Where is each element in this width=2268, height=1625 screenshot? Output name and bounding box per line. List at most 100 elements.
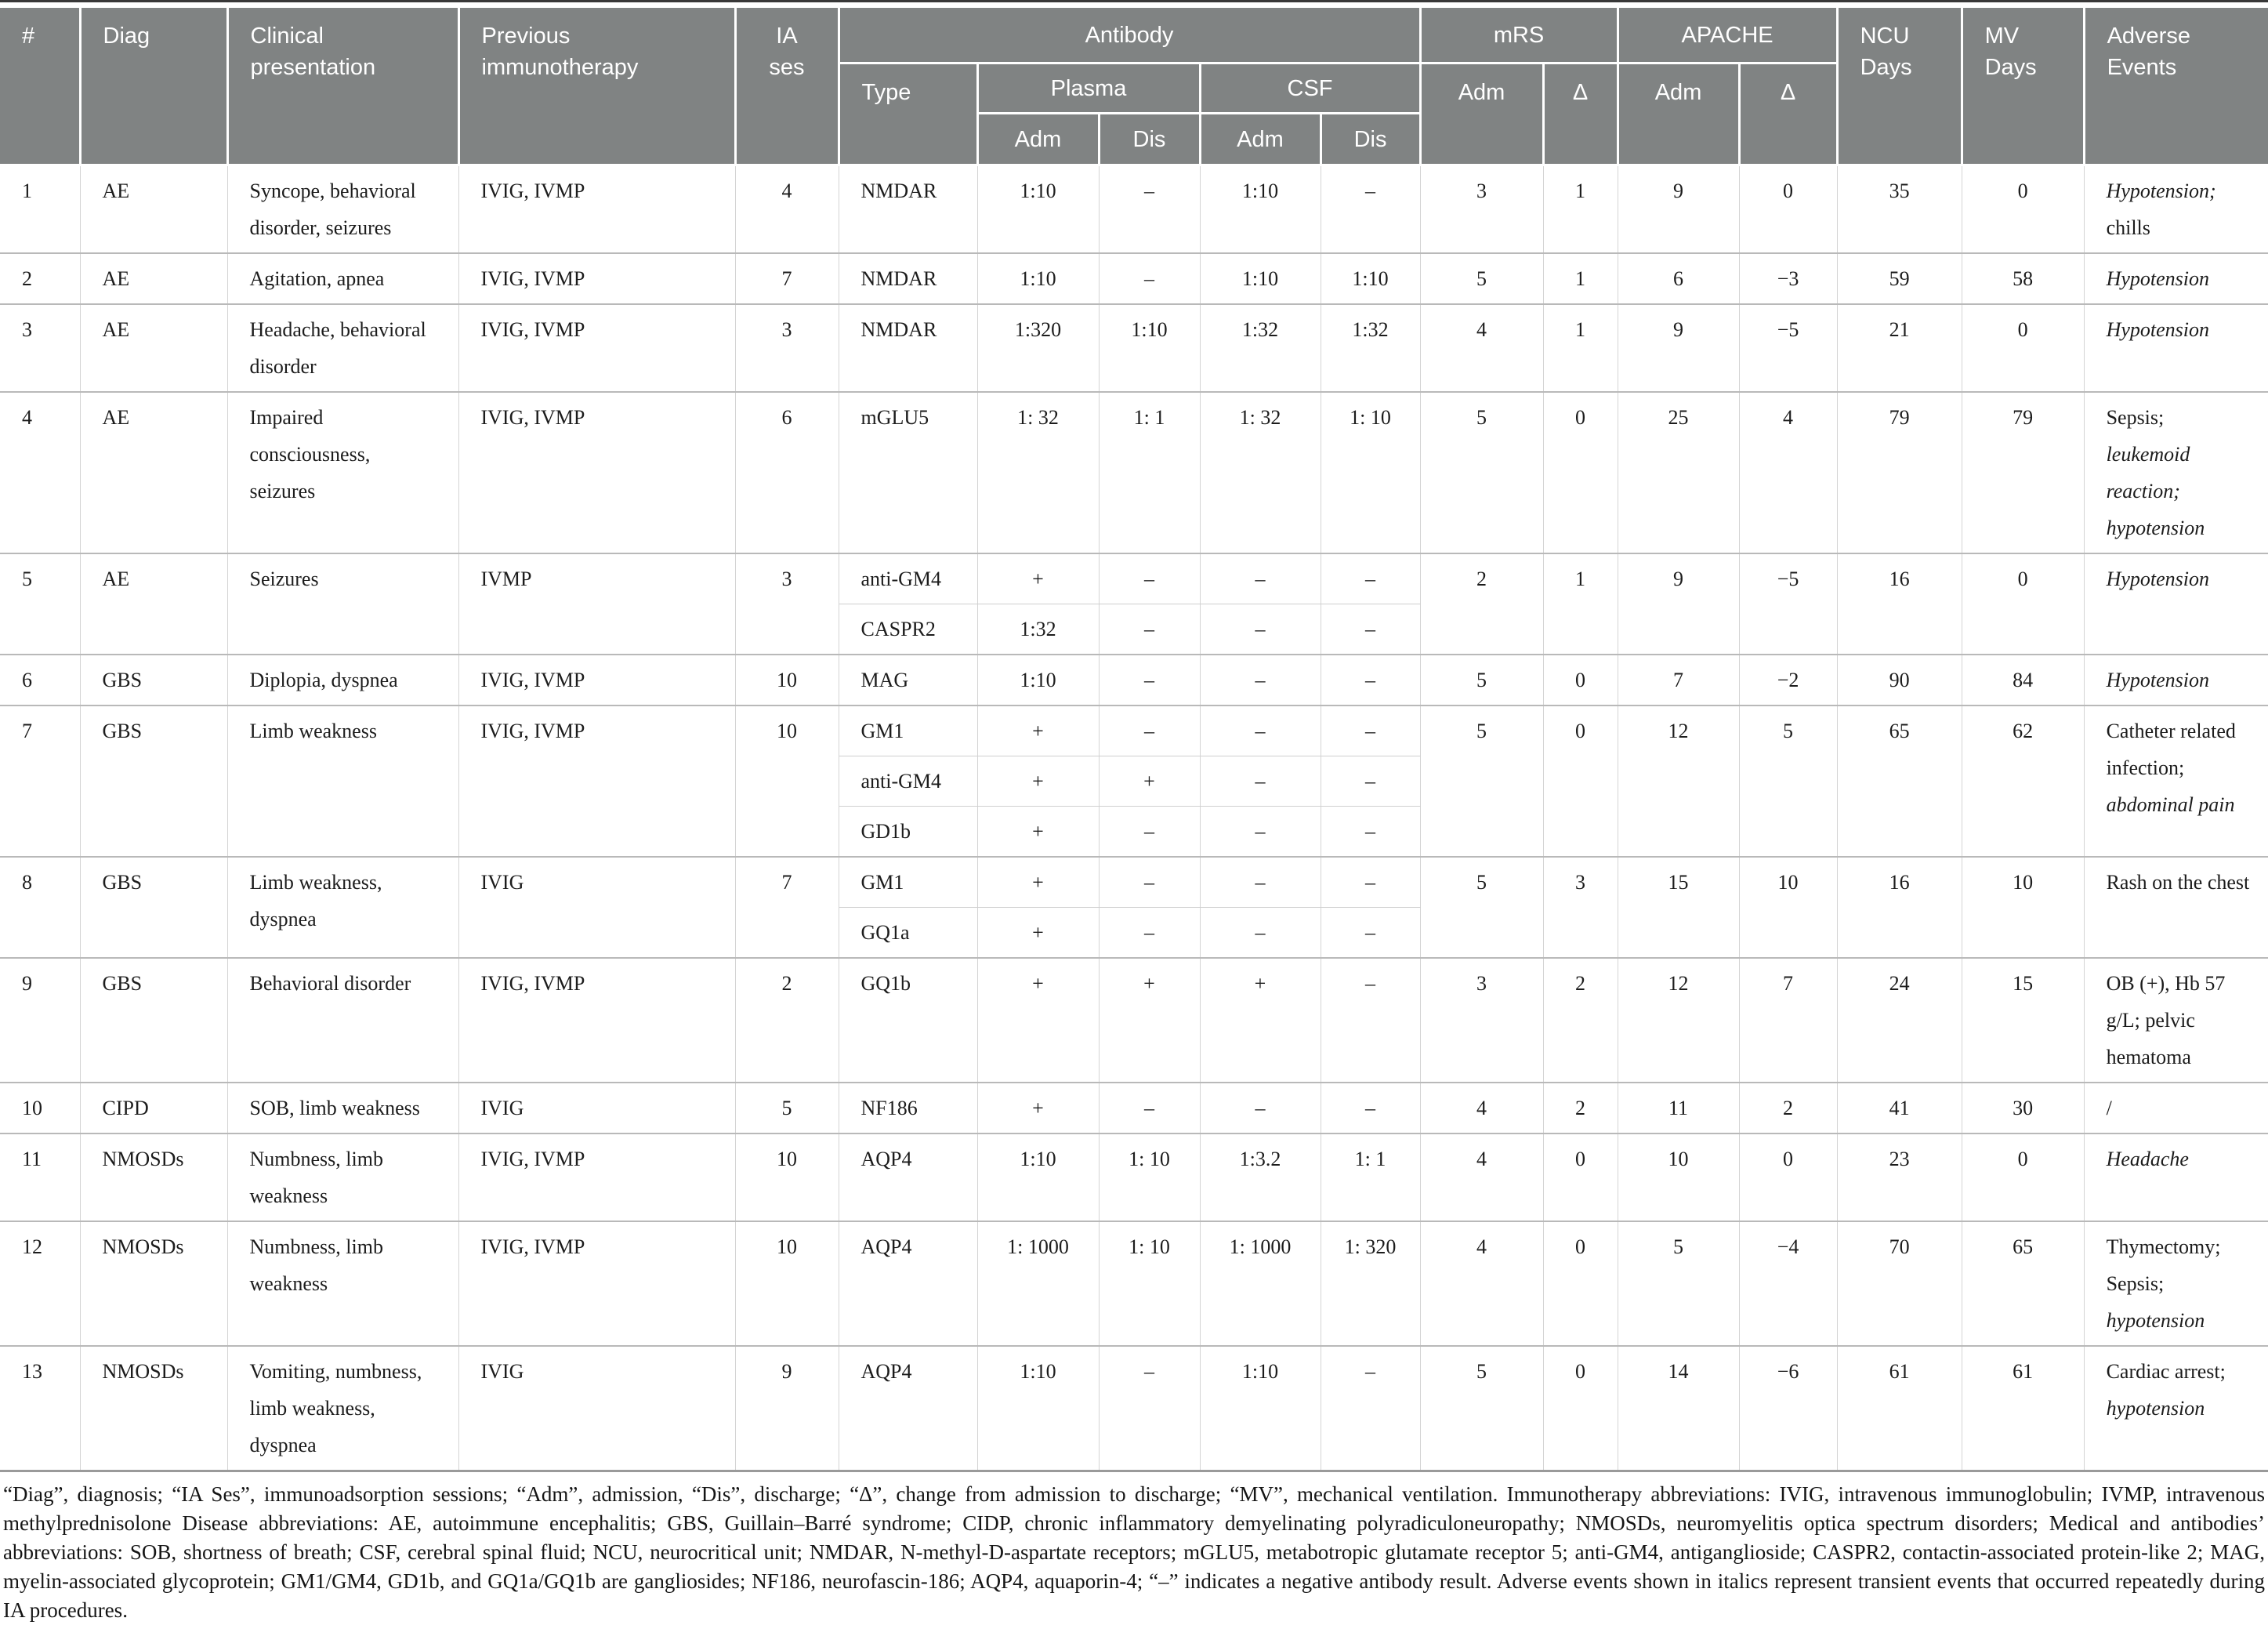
cell-antibody-type: AQP4 — [839, 1134, 978, 1222]
cell-mv-days: 10 — [1962, 857, 2085, 959]
cell-plasma-dis: – — [1099, 1346, 1201, 1472]
cell-diag: CIPD — [80, 1083, 228, 1134]
cell-plasma-dis: – — [1099, 1083, 1201, 1134]
cell-adverse-events: Sepsis; leukemoid reaction; hypotension — [2084, 392, 2268, 554]
cell-mrs-adm: 3 — [1420, 165, 1544, 254]
cell-clinical-presentation: Seizures — [227, 553, 459, 655]
cell-clinical-presentation: Limb weakness, dyspnea — [227, 857, 459, 959]
header-mrs-adm: Adm — [1418, 62, 1545, 166]
patient-row: 3 AE Headache, behavioral disorder IVIG, IV… — [0, 304, 2268, 393]
patient-row: 7 GBS Limb weakness IVIG, IVMP 10 GM1 + – – –5 0 12… — [0, 705, 2268, 858]
cell-plasma-adm: + — [977, 1083, 1100, 1134]
cell-apache-delta: 0 — [1739, 165, 1838, 254]
cell-adverse-events: Catheter related infection; abdominal pai… — [2084, 705, 2268, 858]
cell-antibody-type: NMDAR — [839, 253, 978, 305]
cell-previous-immunotherapy: IVIG, IVMP — [458, 1221, 736, 1347]
cell-csf-dis: – — [1321, 1083, 1421, 1134]
cell-apache-delta: 4 — [1739, 392, 1838, 554]
cell-ia-sessions: 10 — [735, 705, 839, 858]
header-plasma-adm: Adm — [976, 112, 1100, 166]
table-header: # Diag Clinical presentation Previous im… — [0, 5, 2268, 166]
cell-csf-adm: – — [1200, 857, 1321, 908]
adverse-segment: Cardiac arrest; — [2106, 1360, 2226, 1383]
cell-apache-adm: 15 — [1618, 857, 1740, 959]
cell-plasma-dis: – — [1099, 253, 1201, 305]
cell-apache-delta: −6 — [1739, 1346, 1838, 1472]
cell-ia-sessions: 3 — [735, 304, 839, 393]
cell-antibody-type: AQP4 — [839, 1346, 978, 1472]
adverse-segment: OB (+), Hb 57 g/L; pelvic hematoma — [2106, 972, 2226, 1068]
cell-mrs-delta: 1 — [1543, 165, 1618, 254]
cell-csf-adm: – — [1200, 1083, 1321, 1134]
antibody-subrow: GD1b + – – – — [0, 806, 2268, 858]
patient-table: # Diag Clinical presentation Previous im… — [0, 5, 2268, 1472]
cell-csf-adm: – — [1200, 604, 1321, 655]
cell-antibody-type: CASPR2 — [839, 604, 978, 655]
cell-num: 9 — [0, 958, 81, 1083]
cell-ncu-days: 65 — [1837, 705, 1962, 858]
cell-csf-adm: 1:3.2 — [1200, 1134, 1321, 1222]
cell-plasma-adm: 1:10 — [977, 655, 1100, 706]
cell-mrs-delta: 0 — [1543, 655, 1618, 706]
cell-csf-adm: 1:10 — [1200, 1346, 1321, 1472]
cell-apache-adm: 9 — [1618, 165, 1740, 254]
cell-ncu-days: 90 — [1837, 655, 1962, 706]
patient-row: 6 GBS Diplopia, dyspnea IVIG, IVMP 10 MAG 1:10… — [0, 655, 2268, 706]
cell-plasma-adm: 1: 32 — [977, 392, 1100, 554]
cell-clinical-presentation: Diplopia, dyspnea — [227, 655, 459, 706]
cell-mv-days: 15 — [1962, 958, 2085, 1083]
cell-diag: NMOSDs — [80, 1221, 228, 1347]
cell-plasma-adm: 1:10 — [977, 1346, 1100, 1472]
cell-num: 6 — [0, 655, 81, 706]
patient-row: 4 AE Impaired consciousness, seizures IVIG,… — [0, 392, 2268, 554]
header-apache-adm: Adm — [1616, 62, 1741, 166]
header-adverse-events: Adverse Events — [2082, 5, 2268, 166]
cell-mrs-adm: 5 — [1420, 253, 1544, 305]
cell-plasma-adm: 1:32 — [977, 604, 1100, 655]
cell-ia-sessions: 10 — [735, 1221, 839, 1347]
cell-csf-dis: – — [1321, 756, 1421, 807]
cell-mrs-delta: 1 — [1543, 304, 1618, 393]
cell-clinical-presentation: Numbness, limb weakness — [227, 1134, 459, 1222]
header-plasma-dis: Dis — [1097, 112, 1201, 166]
cell-apache-adm: 11 — [1618, 1083, 1740, 1134]
cell-apache-delta: 7 — [1739, 958, 1838, 1083]
cell-plasma-adm: 1:320 — [977, 304, 1100, 393]
cell-num: 8 — [0, 857, 81, 959]
adverse-segment: abdominal pain — [2106, 793, 2235, 816]
cell-num: 12 — [0, 1221, 81, 1347]
cell-csf-dis: – — [1321, 655, 1421, 706]
cell-mrs-adm: 5 — [1420, 705, 1544, 858]
cell-csf-dis: – — [1321, 1346, 1421, 1472]
cell-antibody-type: NMDAR — [839, 304, 978, 393]
cell-ia-sessions: 2 — [735, 958, 839, 1083]
cell-ncu-days: 16 — [1837, 553, 1962, 655]
cell-mrs-adm: 4 — [1420, 1083, 1544, 1134]
cell-clinical-presentation: Limb weakness — [227, 705, 459, 858]
cell-adverse-events: Hypotension; chills — [2084, 165, 2268, 254]
cell-csf-adm: + — [1200, 958, 1321, 1083]
cell-num: 4 — [0, 392, 81, 554]
adverse-segment: Hypotension — [2106, 669, 2209, 691]
cell-clinical-presentation: Headache, behavioral disorder — [227, 304, 459, 393]
cell-clinical-presentation: Vomiting, numbness, limb weakness, dyspn… — [227, 1346, 459, 1472]
cell-mv-days: 58 — [1962, 253, 2085, 305]
cell-csf-dis: 1: 320 — [1321, 1221, 1421, 1347]
header-previous-immunotherapy: Previous immunotherapy — [457, 5, 737, 166]
cell-apache-delta: 0 — [1739, 1134, 1838, 1222]
cell-previous-immunotherapy: IVIG, IVMP — [458, 958, 736, 1083]
adverse-segment: Sepsis; — [2106, 406, 2165, 429]
cell-apache-delta: 5 — [1739, 705, 1838, 858]
cell-csf-adm: – — [1200, 655, 1321, 706]
adverse-segment: Hypotension — [2106, 568, 2209, 590]
patient-row: 2 AE Agitation, apnea IVIG, IVMP 7 NMDAR 1:10–… — [0, 253, 2268, 305]
cell-antibody-type: AQP4 — [839, 1221, 978, 1347]
cell-mrs-adm: 4 — [1420, 1134, 1544, 1222]
cell-apache-delta: 10 — [1739, 857, 1838, 959]
cell-plasma-dis: – — [1099, 806, 1201, 858]
cell-csf-adm: 1:32 — [1200, 304, 1321, 393]
cell-mv-days: 0 — [1962, 165, 2085, 254]
cell-csf-dis: – — [1321, 553, 1421, 604]
cell-adverse-events: Hypotension — [2084, 655, 2268, 706]
cell-adverse-events: Headache — [2084, 1134, 2268, 1222]
